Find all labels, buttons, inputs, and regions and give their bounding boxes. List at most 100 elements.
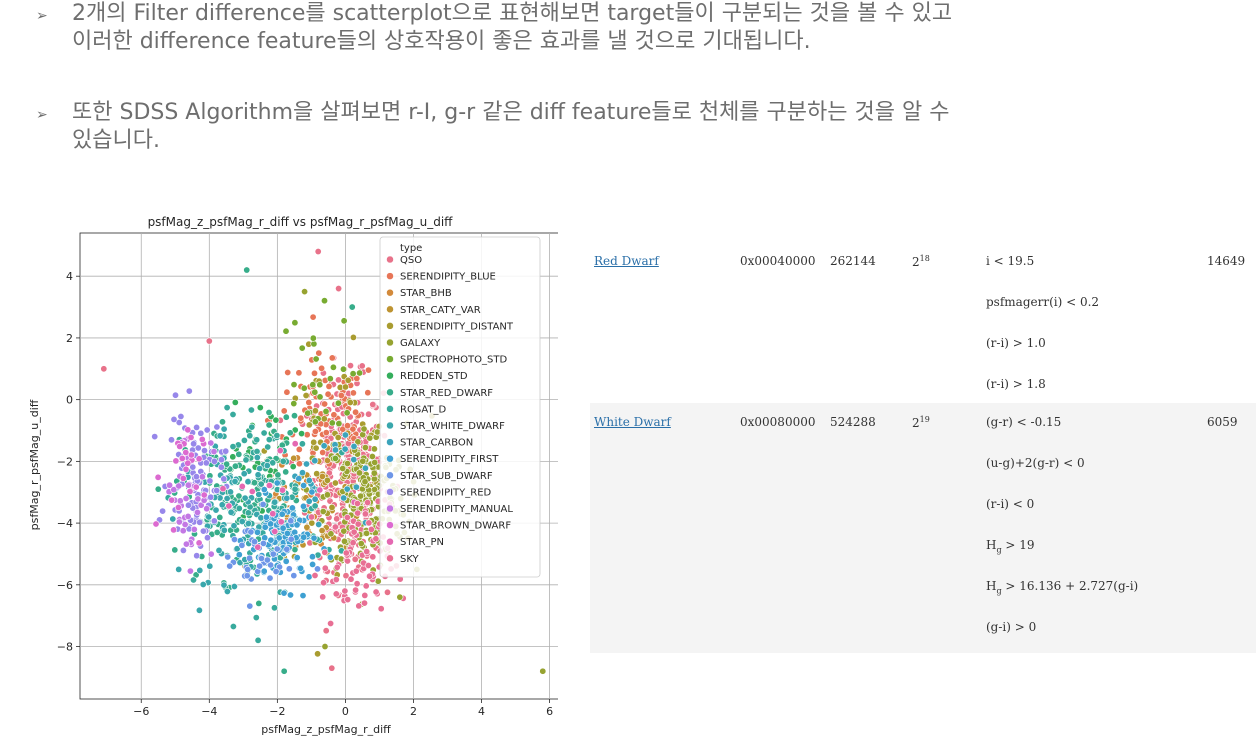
scatter-point xyxy=(174,503,182,511)
scatter-point xyxy=(349,389,357,397)
scatter-point xyxy=(343,485,351,493)
scatter-point xyxy=(273,432,281,440)
scatter-point xyxy=(194,444,202,452)
legend-entry: STAR_BROWN_DWARF xyxy=(400,521,511,532)
scatter-point xyxy=(100,365,108,373)
scatter-point xyxy=(319,507,327,515)
scatter-point xyxy=(194,508,202,516)
hex-mask-cell: 0x00040000 xyxy=(740,254,816,268)
scatter-point xyxy=(247,528,255,536)
scatter-point xyxy=(240,470,248,478)
scatter-point xyxy=(361,464,369,472)
scatter-point xyxy=(207,550,215,558)
scatter-point xyxy=(310,534,318,542)
scatter-point xyxy=(349,539,357,547)
scatter-point xyxy=(185,387,193,395)
scatter-point xyxy=(312,355,320,363)
scatter-point xyxy=(322,627,330,635)
scatter-point xyxy=(172,391,180,399)
scatter-point xyxy=(308,553,316,561)
scatter-point xyxy=(225,502,233,510)
scatter-point xyxy=(253,454,261,462)
scatter-point xyxy=(305,497,313,505)
scatter-point xyxy=(207,439,215,447)
scatter-point xyxy=(340,494,348,502)
scatter-point xyxy=(309,560,317,568)
scatter-point xyxy=(331,446,339,454)
legend-entry: STAR_WHITE_DWARF xyxy=(400,421,505,432)
selection-condition: (u-g)+2(g-r) < 0 xyxy=(986,456,1085,470)
scatter-point xyxy=(305,573,313,581)
scatter-point xyxy=(202,459,210,467)
x-tick-label: 0 xyxy=(342,705,349,718)
scatter-point xyxy=(341,431,349,439)
scatter-point xyxy=(290,400,298,408)
scatter-point xyxy=(246,602,254,610)
scatter-point xyxy=(340,527,348,535)
scatter-point xyxy=(267,561,275,569)
scatter-point xyxy=(184,512,192,520)
bullet-2-line-1: 또한 SDSS Algorithm을 살펴보면 r-I, g-r 같은 diff… xyxy=(72,100,950,125)
scatter-point xyxy=(311,571,319,579)
scatter-point xyxy=(176,497,184,505)
scatter-point xyxy=(302,460,310,468)
scatter-point xyxy=(216,513,224,521)
scatter-point xyxy=(184,459,192,467)
scatter-point xyxy=(196,566,204,574)
target-name-link[interactable]: Red Dwarf xyxy=(594,254,659,268)
scatter-point xyxy=(299,502,307,510)
scatter-point xyxy=(285,565,293,573)
scatter-point xyxy=(258,554,266,562)
scatter-point xyxy=(170,526,178,534)
scatter-point xyxy=(171,546,179,554)
scatter-point xyxy=(361,478,369,486)
legend-entry: STAR_CATY_VAR xyxy=(400,305,481,316)
scatter-point xyxy=(335,285,343,293)
scatter-point xyxy=(341,445,349,453)
scatter-point xyxy=(261,523,269,531)
scatter-point xyxy=(255,599,263,607)
scatter-point xyxy=(352,483,360,491)
scatter-point xyxy=(300,481,308,489)
scatter-point xyxy=(290,412,298,420)
legend-marker xyxy=(386,554,394,563)
scatter-point xyxy=(243,572,251,580)
scatter-point xyxy=(334,376,342,384)
scatter-point xyxy=(322,407,330,415)
scatter-point xyxy=(353,580,361,588)
scatter-point xyxy=(354,520,362,528)
scatter-point xyxy=(351,555,359,563)
scatter-point xyxy=(244,520,252,528)
scatter-point xyxy=(286,429,294,437)
scatter-point xyxy=(321,564,329,572)
scatter-point xyxy=(369,553,377,561)
power-base: 2 xyxy=(912,416,920,430)
scatter-point xyxy=(290,572,298,580)
scatter-point xyxy=(199,580,207,588)
scatter-point xyxy=(193,552,201,560)
scatter-point xyxy=(205,337,213,345)
scatter-point xyxy=(223,587,231,595)
scatter-point xyxy=(339,365,347,373)
scatter-point xyxy=(374,577,382,585)
selection-condition: (r-i) > 1.0 xyxy=(986,336,1046,350)
scatter-point xyxy=(274,471,282,479)
scatter-point xyxy=(229,443,237,451)
scatter-point xyxy=(328,419,336,427)
legend-entry: STAR_RED_DWARF xyxy=(400,388,493,399)
scatter-point xyxy=(280,667,288,675)
scatter-point xyxy=(302,392,310,400)
target-name-link[interactable]: White Dwarf xyxy=(594,415,671,429)
scatter-point xyxy=(266,574,274,582)
selection-condition: (r-i) < 0 xyxy=(986,497,1034,511)
scatter-point xyxy=(256,404,264,412)
scatter-point xyxy=(256,464,264,472)
bullet-1-line-2: 이러한 difference feature들의 상호작용이 좋은 효과를 낼 … xyxy=(72,29,811,54)
scatter-point xyxy=(295,460,303,468)
scatter-point xyxy=(263,462,271,470)
scatter-point xyxy=(213,423,221,431)
scatter-point xyxy=(182,465,190,473)
scatter-point xyxy=(248,487,256,495)
scatter-point xyxy=(151,433,159,441)
scatter-point xyxy=(331,523,339,531)
